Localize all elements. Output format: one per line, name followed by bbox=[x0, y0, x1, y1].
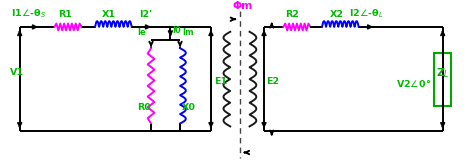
Text: E1: E1 bbox=[214, 77, 227, 86]
Text: I2': I2' bbox=[139, 10, 153, 19]
Text: X1: X1 bbox=[102, 10, 116, 19]
Text: Z$_L$: Z$_L$ bbox=[436, 66, 450, 80]
Bar bbox=[434, 52, 451, 106]
Text: E2: E2 bbox=[266, 77, 279, 86]
Text: Im: Im bbox=[182, 28, 193, 37]
Text: I1$\angle$-θ$_S$: I1$\angle$-θ$_S$ bbox=[11, 7, 46, 20]
Text: R0: R0 bbox=[137, 103, 151, 112]
Text: Ie: Ie bbox=[137, 28, 146, 37]
Text: R2: R2 bbox=[285, 10, 299, 19]
Text: X2: X2 bbox=[330, 10, 344, 19]
Text: I2$\angle$-θ$_L$: I2$\angle$-θ$_L$ bbox=[349, 7, 383, 20]
Text: Φm: Φm bbox=[232, 1, 253, 11]
Text: V2$\angle$0°: V2$\angle$0° bbox=[396, 78, 431, 89]
Text: R1: R1 bbox=[58, 10, 72, 19]
Text: X0: X0 bbox=[182, 103, 196, 112]
Text: V1: V1 bbox=[10, 68, 24, 77]
Text: I0: I0 bbox=[172, 26, 181, 35]
